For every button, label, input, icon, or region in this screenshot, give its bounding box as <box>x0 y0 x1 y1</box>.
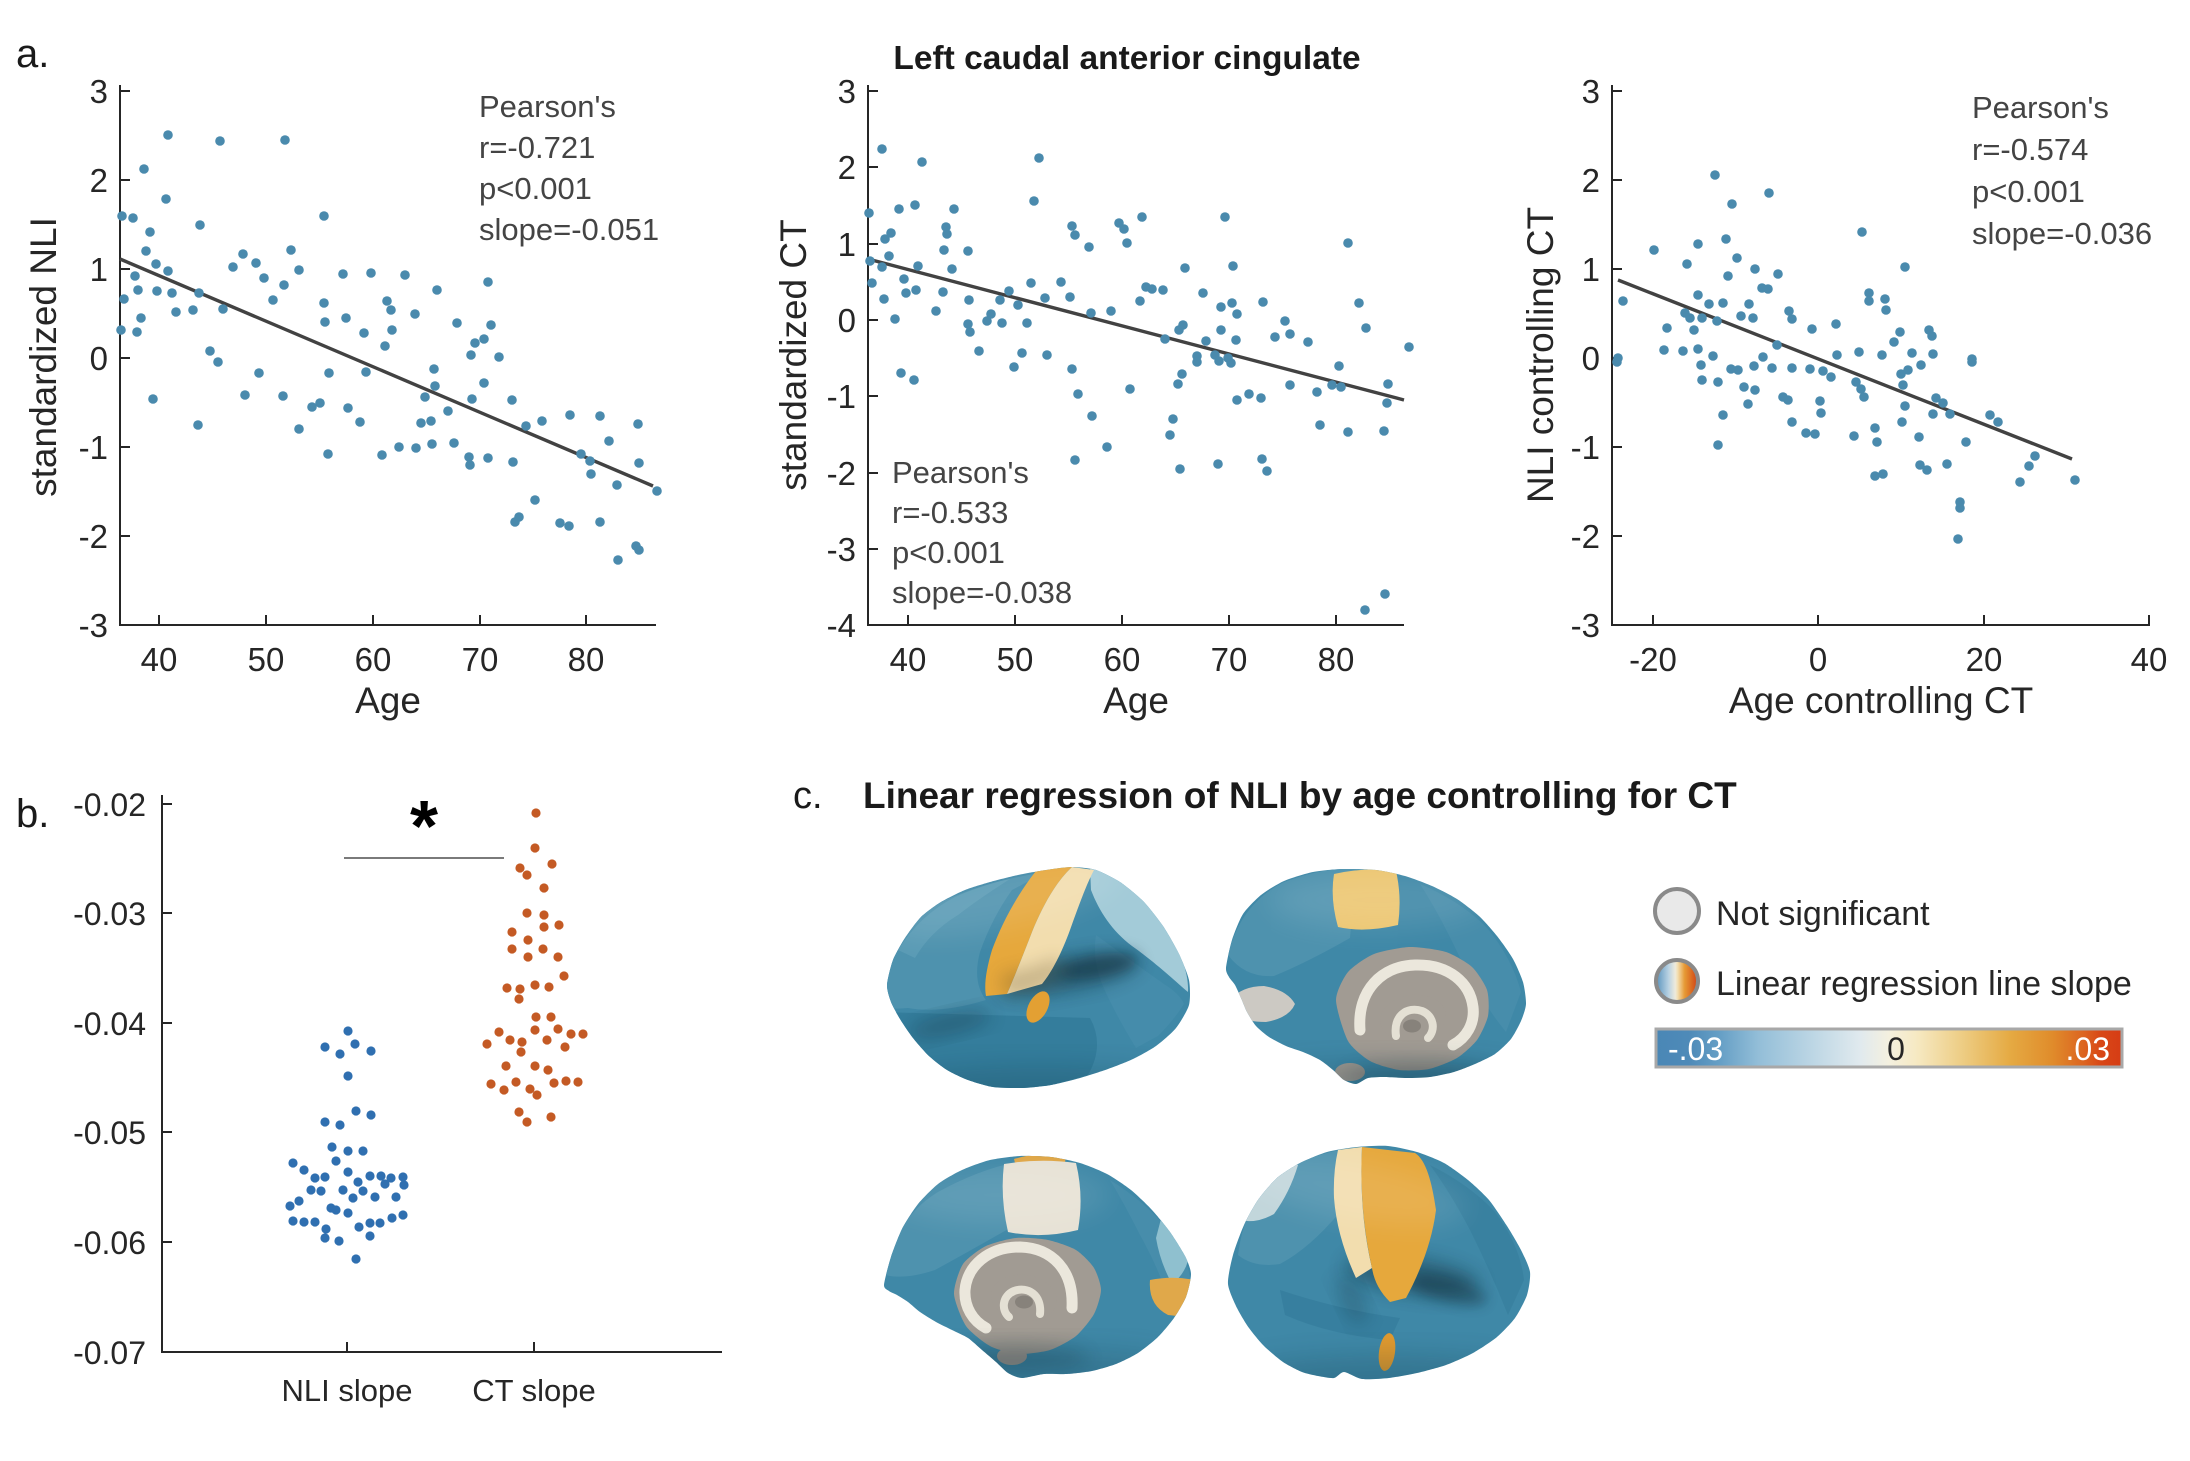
svg-text:40: 40 <box>2131 641 2168 678</box>
svg-text:Left caudal anterior cingulate: Left caudal anterior cingulate <box>893 40 1360 77</box>
svg-text:slope=-0.051: slope=-0.051 <box>479 212 659 247</box>
svg-text:r=-0.721: r=-0.721 <box>479 130 595 165</box>
svg-text:-3: -3 <box>827 531 856 568</box>
svg-text:-2: -2 <box>1571 518 1600 555</box>
svg-text:-0.02: -0.02 <box>73 787 146 823</box>
svg-text:r=-0.574: r=-0.574 <box>1972 132 2088 167</box>
svg-text:slope=-0.038: slope=-0.038 <box>892 575 1072 610</box>
svg-text:0: 0 <box>90 340 108 377</box>
svg-text:3: 3 <box>90 73 108 110</box>
svg-text:Age: Age <box>1103 680 1169 721</box>
svg-text:40: 40 <box>141 641 178 678</box>
svg-text:p<0.001: p<0.001 <box>479 171 592 206</box>
svg-text:20: 20 <box>1966 641 2003 678</box>
svg-text:-0.06: -0.06 <box>73 1225 146 1261</box>
svg-text:2: 2 <box>838 149 856 186</box>
svg-text:c.: c. <box>793 775 823 817</box>
svg-text:Pearson's: Pearson's <box>892 455 1029 490</box>
svg-text:2: 2 <box>1582 162 1600 199</box>
svg-text:Linear regression of NLI by ag: Linear regression of NLI by age controll… <box>863 775 1737 816</box>
svg-text:-2: -2 <box>827 455 856 492</box>
svg-text:b.: b. <box>16 792 49 836</box>
svg-text:-.03: -.03 <box>1668 1031 1723 1067</box>
svg-text:70: 70 <box>1211 641 1248 678</box>
svg-text:CT slope: CT slope <box>472 1373 596 1408</box>
svg-text:p<0.001: p<0.001 <box>892 535 1005 570</box>
svg-text:Pearson's: Pearson's <box>479 89 616 124</box>
svg-text:a.: a. <box>16 32 49 76</box>
svg-text:-3: -3 <box>79 607 108 644</box>
svg-text:2: 2 <box>90 162 108 199</box>
svg-text:-2: -2 <box>79 518 108 555</box>
svg-text:r=-0.533: r=-0.533 <box>892 495 1008 530</box>
svg-text:50: 50 <box>248 641 285 678</box>
svg-text:70: 70 <box>462 641 499 678</box>
svg-text:Age: Age <box>355 680 421 721</box>
svg-text:60: 60 <box>355 641 392 678</box>
svg-text:-1: -1 <box>827 378 856 415</box>
svg-text:slope=-0.036: slope=-0.036 <box>1972 216 2152 251</box>
svg-text:standardized CT: standardized CT <box>773 219 814 490</box>
svg-text:standardized NLI: standardized NLI <box>23 217 64 497</box>
svg-text:NLI slope: NLI slope <box>282 1373 413 1408</box>
svg-text:-4: -4 <box>827 607 856 644</box>
svg-text:-1: -1 <box>1571 429 1600 466</box>
svg-text:3: 3 <box>838 73 856 110</box>
svg-text:0: 0 <box>1809 641 1827 678</box>
svg-text:-0.04: -0.04 <box>73 1006 146 1042</box>
svg-text:.03: .03 <box>2066 1031 2110 1067</box>
svg-text:Pearson's: Pearson's <box>1972 90 2109 125</box>
svg-text:*: * <box>410 787 438 867</box>
svg-text:0: 0 <box>838 302 856 339</box>
svg-text:-0.05: -0.05 <box>73 1115 146 1151</box>
svg-text:0: 0 <box>1887 1031 1905 1067</box>
svg-text:-0.07: -0.07 <box>73 1335 146 1371</box>
svg-text:1: 1 <box>90 251 108 288</box>
svg-text:-3: -3 <box>1571 607 1600 644</box>
svg-text:Linear regression line slope: Linear regression line slope <box>1716 965 2132 1003</box>
svg-text:80: 80 <box>1318 641 1355 678</box>
svg-text:-1: -1 <box>79 429 108 466</box>
svg-text:-20: -20 <box>1629 641 1677 678</box>
svg-text:p<0.001: p<0.001 <box>1972 174 2085 209</box>
svg-text:1: 1 <box>1582 251 1600 288</box>
svg-text:60: 60 <box>1104 641 1141 678</box>
svg-text:Age controlling CT: Age controlling CT <box>1729 680 2033 721</box>
svg-text:1: 1 <box>838 226 856 263</box>
svg-text:50: 50 <box>997 641 1034 678</box>
svg-text:0: 0 <box>1582 340 1600 377</box>
svg-text:40: 40 <box>890 641 927 678</box>
svg-text:Not significant: Not significant <box>1716 895 1930 933</box>
svg-text:3: 3 <box>1582 73 1600 110</box>
svg-text:80: 80 <box>568 641 605 678</box>
svg-text:-0.03: -0.03 <box>73 896 146 932</box>
svg-text:NLI controlling CT: NLI controlling CT <box>1520 207 1561 503</box>
